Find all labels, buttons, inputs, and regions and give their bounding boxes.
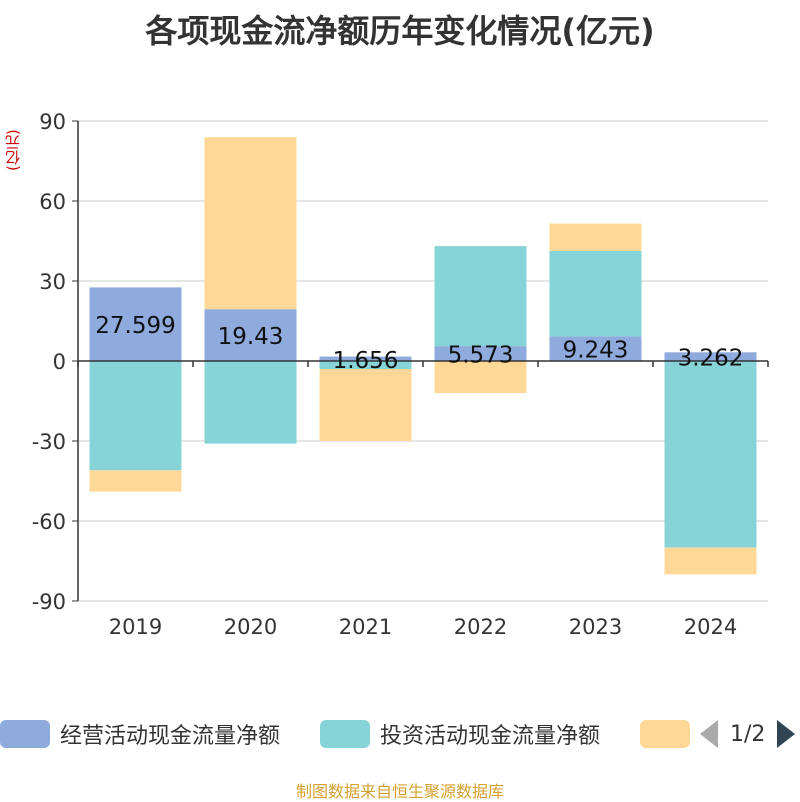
- bar-2019-series-1: [89, 361, 182, 471]
- y-tick-label: 30: [39, 270, 66, 294]
- bar-2022-series-1: [434, 246, 527, 347]
- bar-2023-series-0: [549, 336, 642, 361]
- chart-title: 各项现金流净额历年变化情况(亿元): [145, 12, 655, 50]
- y-tick-label: -60: [32, 510, 66, 534]
- legend-label-operating: 经营活动现金流量净额: [60, 724, 281, 749]
- data-labels: 27.599 19.43 1.656 5.573 9.243 3.262: [95, 313, 743, 374]
- bar-2019-series-2: [89, 470, 182, 492]
- y-tick-label: 60: [39, 190, 66, 214]
- data-label: 27.599: [95, 313, 175, 339]
- legend-item-financing[interactable]: [640, 712, 700, 756]
- grid-lines: [78, 120, 768, 602]
- legend-swatch-operating: [0, 720, 50, 748]
- legend-swatch-financing: [640, 720, 690, 748]
- data-label: 1.656: [333, 348, 399, 374]
- y-tick-label: -90: [32, 590, 66, 614]
- legend-label-investing: 投资活动现金流量净额: [380, 724, 601, 749]
- bar-2022-series-2: [434, 361, 527, 393]
- bar-2024-series-0: [664, 352, 757, 361]
- bar-2021-series-1: [319, 361, 412, 369]
- legend: 经营活动现金流量净额 投资活动现金流量净额 1/2: [0, 712, 800, 756]
- axes: 90 60 30 0 -30 -60 -90 2019 2020 2021 2022 2023 2024: [32, 110, 769, 639]
- legend-prev-icon[interactable]: [700, 720, 718, 748]
- legend-pager: 1/2: [700, 712, 796, 756]
- bar-2023-series-2: [549, 223, 642, 252]
- bar-2020-series-1: [204, 361, 297, 444]
- bars: [89, 137, 757, 575]
- source-note: 制图数据来自恒生聚源数据库: [295, 782, 504, 801]
- y-tick-label: -30: [32, 430, 66, 454]
- stacked-bar-chart: 90 60 30 0 -30 -60 -90 2019 2020 2021 2022 2023 2024…: [32, 110, 769, 639]
- legend-item-operating[interactable]: 经营活动现金流量净额: [0, 712, 280, 756]
- data-label: 9.243: [563, 338, 629, 364]
- bar-2024-series-2: [664, 547, 757, 575]
- x-tick-label: 2020: [224, 615, 277, 639]
- bar-2020-series-2: [204, 137, 297, 310]
- bar-2023-series-1: [549, 251, 642, 337]
- bar-2024-series-1: [664, 361, 757, 548]
- data-label: 19.43: [218, 324, 284, 350]
- legend-swatch-investing: [320, 720, 370, 748]
- legend-page-indicator: 1/2: [730, 721, 766, 747]
- y-tick-label: 90: [39, 110, 66, 134]
- x-tick-label: 2022: [454, 615, 507, 639]
- bar-2022-series-0: [434, 346, 527, 361]
- x-tick-label: 2021: [339, 615, 392, 639]
- legend-next-icon[interactable]: [777, 720, 796, 748]
- bar-2019-series-0: [89, 287, 182, 361]
- bar-2021-series-2: [319, 369, 412, 441]
- bar-2021-series-0: [319, 356, 412, 361]
- data-label: 3.262: [678, 346, 744, 372]
- data-label: 5.573: [448, 343, 514, 369]
- y-tick-label: 0: [53, 350, 66, 374]
- x-tick-label: 2024: [684, 615, 737, 639]
- bar-2020-series-0: [204, 309, 297, 361]
- legend-item-investing[interactable]: 投资活动现金流量净额: [320, 712, 600, 756]
- x-tick-label: 2019: [109, 615, 162, 639]
- x-tick-label: 2023: [569, 615, 622, 639]
